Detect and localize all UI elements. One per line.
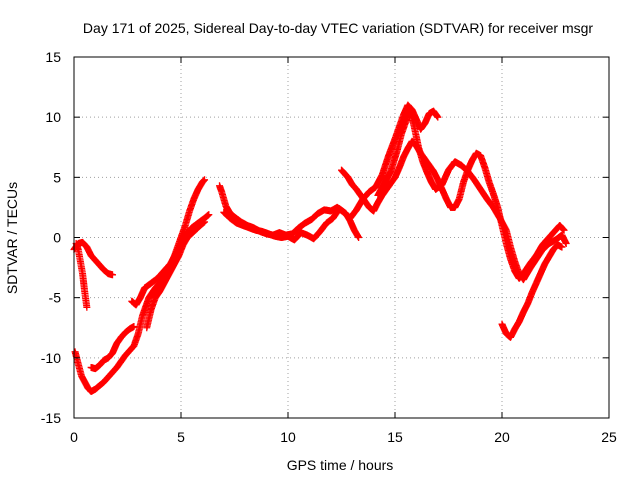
series-track-h [220,205,363,244]
data-point [109,271,117,279]
data-point [355,234,363,241]
series-track-d [87,323,138,373]
x-axis-label: GPS time / hours [287,457,394,473]
chart-title: Day 171 of 2025, Sidereal Day-to-day VTE… [83,20,593,36]
data-point [560,226,568,234]
y-tick-label: -5 [49,290,62,306]
x-tick-label: 5 [177,429,185,445]
data-points [70,101,570,396]
x-tick-label: 15 [387,429,403,445]
y-tick-label: 10 [45,109,61,125]
data-point [434,113,442,121]
x-tick-label: 20 [494,429,510,445]
series-track-k [498,241,566,341]
data-point [201,176,209,184]
y-tick-label: 5 [53,169,61,185]
data-point [83,303,91,311]
y-tick-label: 0 [53,230,61,246]
data-point [201,218,209,226]
series-track-f [143,218,209,332]
data-point [562,240,570,248]
y-tick-label: 15 [45,49,61,65]
x-tick-label: 0 [70,429,78,445]
x-tick-label: 25 [601,429,617,445]
axis-ticks: 0 5 10 15 20 25 -15 -10 -5 0 5 10 15 [41,49,617,445]
y-axis-label: SDTVAR / TECUs [4,182,20,294]
grid [74,57,609,418]
data-point [130,323,138,331]
y-tick-label: -15 [41,410,61,426]
data-point [205,211,213,219]
data-point [558,243,566,251]
x-tick-label: 10 [280,429,296,445]
series-track-b [72,240,91,311]
y-tick-label: -10 [41,350,61,366]
series-track-c [71,176,209,396]
series-track-j [374,106,570,284]
